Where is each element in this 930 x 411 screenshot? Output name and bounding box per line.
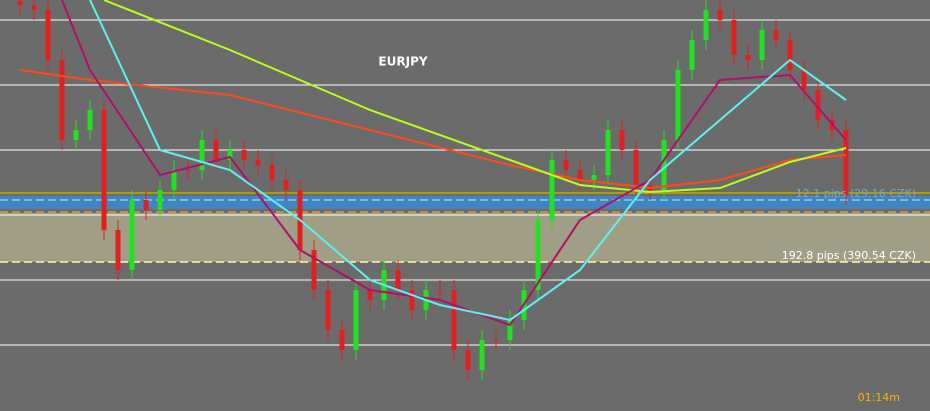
candle-body <box>59 60 65 140</box>
candle-body <box>213 140 219 160</box>
candle-body <box>199 140 205 170</box>
candle-body <box>703 10 709 40</box>
candle-body <box>549 160 555 220</box>
zone <box>0 213 930 262</box>
candle-body <box>395 270 401 290</box>
candle-body <box>409 290 415 310</box>
candle-body <box>241 150 247 160</box>
candle-body <box>605 130 611 175</box>
candle-body <box>185 170 191 171</box>
candle-body <box>353 290 359 350</box>
candle-body <box>479 340 485 370</box>
candle-body <box>339 330 345 350</box>
candle-body <box>815 90 821 120</box>
timer: 01:14m <box>858 391 900 404</box>
candle-body <box>577 170 583 180</box>
candle-body <box>731 20 737 55</box>
candle-body <box>143 200 149 210</box>
candle-body <box>171 170 177 190</box>
candle-body <box>633 150 639 185</box>
candle-body <box>773 30 779 40</box>
candle-body <box>269 165 275 180</box>
candle-body <box>689 40 695 70</box>
candle-body <box>283 180 289 190</box>
candle-body <box>101 110 107 230</box>
candle-body <box>843 130 849 195</box>
candle-body <box>535 220 541 290</box>
candle-body <box>367 290 373 300</box>
zone <box>0 196 930 209</box>
moving-average <box>61 0 847 327</box>
candle-body <box>31 5 37 10</box>
candle-body <box>255 160 261 165</box>
candle-body <box>787 40 793 70</box>
moving-average <box>89 0 847 322</box>
candle-body <box>45 10 51 60</box>
candle-body <box>717 10 723 20</box>
moving-average <box>103 0 847 194</box>
candle-body <box>619 130 625 150</box>
candle-body <box>129 200 135 270</box>
candle-body <box>745 55 751 60</box>
level-label: 12.1 pips (29.16 CZK) <box>796 187 916 200</box>
candle-body <box>73 130 79 140</box>
chart-title: EURJPY <box>378 55 427 69</box>
candle-body <box>325 290 331 330</box>
candle-body <box>451 290 457 350</box>
candle-body <box>465 350 471 370</box>
candle-body <box>227 150 233 160</box>
level-label: 192.8 pips (390.54 CZK) <box>782 249 916 262</box>
candle-body <box>115 230 121 270</box>
candle-body <box>17 1 23 5</box>
candle-body <box>801 70 807 90</box>
candle-body <box>437 290 443 291</box>
candle-body <box>661 140 667 190</box>
candle-body <box>507 320 513 340</box>
candle-body <box>759 30 765 60</box>
candle-body <box>311 250 317 290</box>
candle-body <box>87 110 93 130</box>
candle-body <box>157 190 163 210</box>
candle-body <box>493 340 499 341</box>
moving-average <box>19 69 847 190</box>
candle-body <box>591 175 597 180</box>
candle-body <box>563 160 569 170</box>
candle-body <box>675 70 681 140</box>
